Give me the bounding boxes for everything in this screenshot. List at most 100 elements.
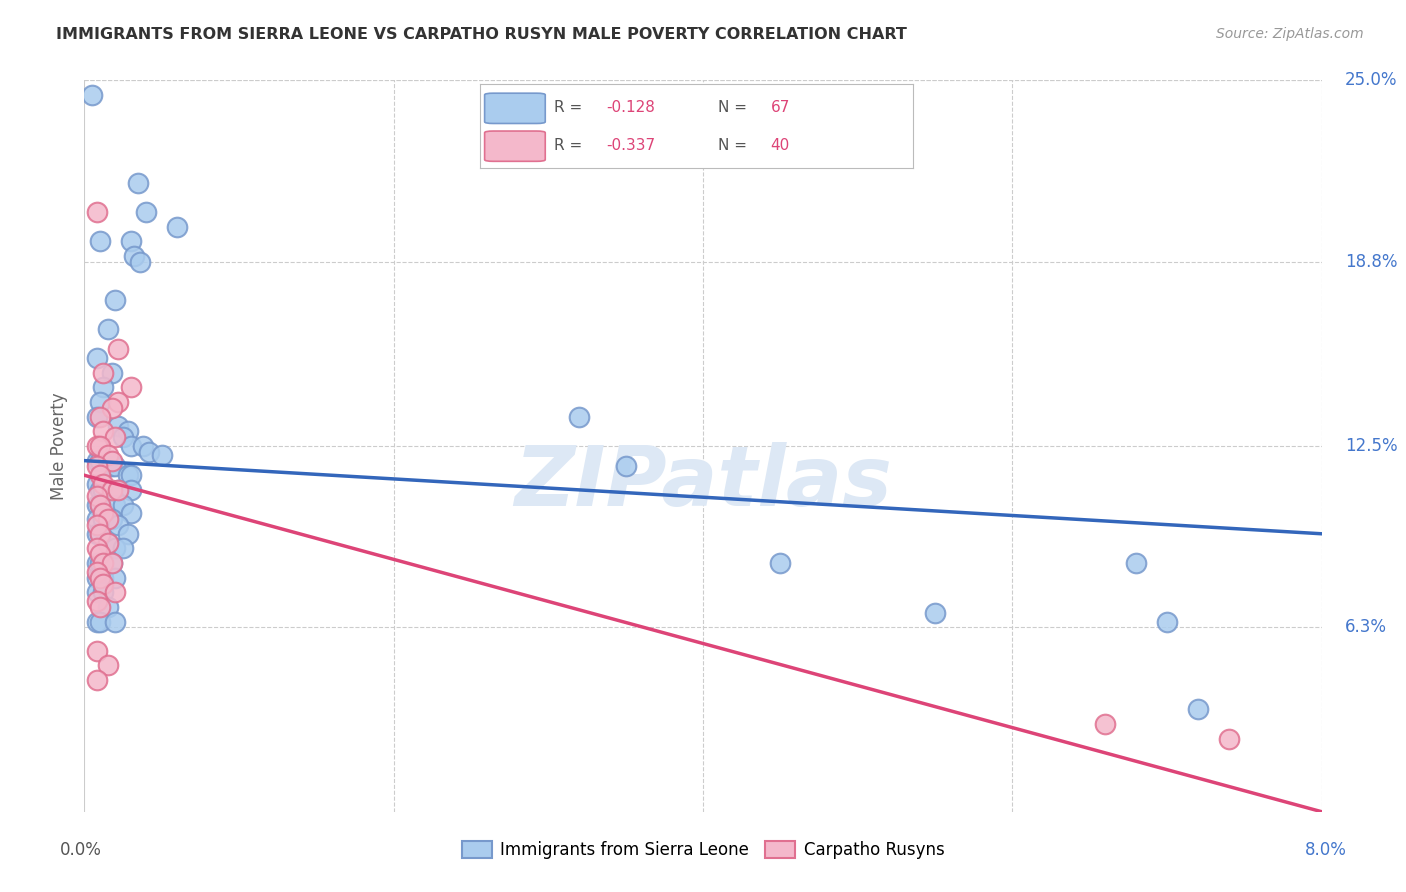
Point (129, 254, 152, 268)
Point (104, 498, 127, 512)
Point (107, 518, 129, 533)
Point (122, 249, 145, 263)
Point (769, 556, 792, 570)
Point (138, 445, 160, 459)
Point (89, 498, 111, 512)
Point (86, 518, 108, 533)
Point (86, 489, 108, 503)
Legend: Immigrants from Sierra Leone, Carpatho Rusyns: Immigrants from Sierra Leone, Carpatho R… (456, 834, 950, 865)
Point (104, 585, 127, 599)
Point (89, 468, 111, 483)
Point (86, 594, 108, 608)
Point (107, 483, 129, 497)
Point (86, 556, 108, 570)
Point (89, 453, 111, 467)
Point (91, 366, 114, 380)
Point (89, 234, 111, 248)
Point (120, 380, 142, 394)
Point (91, 380, 114, 394)
Point (112, 541, 135, 556)
Point (86, 526, 108, 541)
Point (104, 541, 127, 556)
Point (91, 512, 114, 526)
Point (127, 176, 149, 190)
Point (120, 483, 142, 497)
Point (104, 430, 127, 444)
Text: 18.8%: 18.8% (1344, 252, 1398, 270)
Point (86, 351, 108, 366)
Point (101, 556, 124, 570)
Point (89, 498, 111, 512)
Point (135, 205, 157, 219)
Text: ZIPatlas: ZIPatlas (515, 442, 891, 523)
Point (120, 506, 142, 520)
Point (86, 453, 108, 467)
Point (86, 512, 108, 526)
Point (89, 409, 111, 424)
Point (86, 439, 108, 453)
Point (91, 477, 114, 491)
Point (101, 512, 124, 526)
Point (1125, 556, 1147, 570)
Point (96, 535, 118, 549)
Point (112, 430, 135, 444)
Point (924, 606, 946, 620)
Point (89, 526, 111, 541)
Point (86, 571, 108, 585)
Point (91, 571, 114, 585)
Point (86, 459, 108, 474)
Point (86, 205, 108, 219)
Point (91, 425, 114, 439)
Point (107, 343, 129, 357)
Point (120, 234, 142, 248)
Point (101, 401, 124, 415)
Point (86, 673, 108, 687)
Point (96, 453, 118, 467)
Point (89, 615, 111, 629)
Point (86, 644, 108, 658)
Y-axis label: Male Poverty: Male Poverty (51, 392, 69, 500)
Point (101, 453, 124, 467)
Point (150, 448, 173, 462)
Point (89, 439, 111, 453)
Text: 12.5%: 12.5% (1344, 437, 1398, 455)
Point (96, 322, 118, 336)
Point (101, 459, 124, 474)
Text: 0.0%: 0.0% (59, 841, 101, 859)
Point (86, 615, 108, 629)
Point (101, 556, 124, 570)
Point (107, 395, 129, 409)
Point (91, 506, 114, 520)
Text: 25.0%: 25.0% (1344, 71, 1398, 89)
Point (89, 599, 111, 614)
Point (166, 219, 188, 234)
Point (89, 395, 111, 409)
Point (86, 565, 108, 579)
Point (117, 425, 139, 439)
Point (91, 585, 114, 599)
Point (89, 526, 111, 541)
Text: IMMIGRANTS FROM SIERRA LEONE VS CARPATHO RUSYN MALE POVERTY CORRELATION CHART: IMMIGRANTS FROM SIERRA LEONE VS CARPATHO… (56, 27, 907, 42)
Point (1218, 731, 1240, 746)
Point (89, 483, 111, 497)
Point (104, 571, 127, 585)
Point (117, 526, 139, 541)
Point (101, 483, 124, 497)
Point (89, 547, 111, 561)
Point (91, 576, 114, 591)
Text: Source: ZipAtlas.com: Source: ZipAtlas.com (1216, 27, 1364, 41)
Point (104, 615, 127, 629)
Point (1094, 717, 1116, 731)
Point (86, 541, 108, 556)
Point (132, 439, 155, 453)
Point (86, 409, 108, 424)
Point (96, 535, 118, 549)
Point (96, 512, 118, 526)
Point (117, 468, 139, 483)
Text: 6.3%: 6.3% (1344, 618, 1386, 636)
Point (1187, 702, 1209, 716)
Point (568, 409, 591, 424)
Text: 8.0%: 8.0% (1305, 841, 1347, 859)
Point (86, 585, 108, 599)
Point (96, 658, 118, 673)
